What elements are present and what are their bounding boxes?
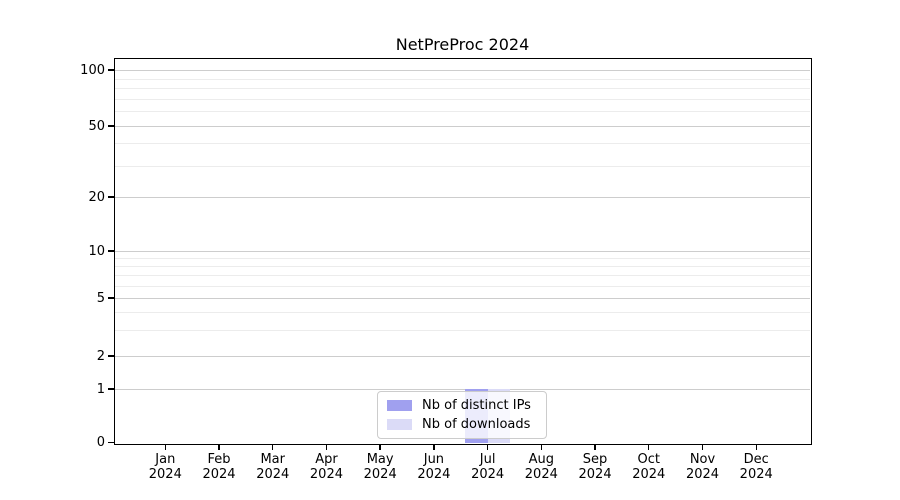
y-tick-label: 100 (80, 62, 105, 78)
y-axis-tick (108, 196, 114, 198)
x-tick-label: Jan 2024 (148, 452, 182, 482)
x-tick-label: Apr 2024 (309, 452, 343, 482)
x-axis-tick (379, 444, 381, 450)
y-axis-tick (108, 355, 114, 357)
x-axis-tick (325, 444, 328, 450)
y-tick-label: 1 (96, 381, 105, 397)
y-axis-tick (108, 250, 114, 252)
y-gridline-major (115, 356, 810, 357)
y-tick-label: 2 (96, 348, 105, 364)
x-tick-label: Aug 2024 (524, 452, 558, 482)
y-gridline-major (115, 126, 810, 127)
legend: Nb of distinct IPs Nb of downloads (377, 391, 547, 439)
y-gridline-minor (115, 266, 810, 268)
x-axis-tick (272, 444, 274, 450)
x-axis-tick (594, 444, 596, 450)
legend-swatch-icon (387, 419, 412, 430)
x-tick-label: Dec 2024 (739, 452, 773, 482)
legend-row: Nb of downloads (387, 417, 537, 432)
y-tick-label: 20 (88, 189, 105, 205)
y-tick-label: 50 (88, 118, 105, 134)
y-gridline-minor (115, 285, 810, 287)
y-gridline-major (115, 251, 810, 252)
x-axis-tick (755, 444, 757, 450)
y-gridline-minor (115, 78, 810, 80)
y-tick-label: 0 (96, 435, 105, 450)
y-axis-tick (108, 388, 114, 390)
y-axis-tick (108, 125, 114, 127)
y-gridline-minor (115, 330, 810, 332)
y-gridline-minor (115, 111, 810, 113)
plot-area: Nb of distinct IPs Nb of downloads 0 1 2 5 10… (80, 57, 812, 482)
x-tick-label: Nov 2024 (685, 452, 720, 482)
x-tick-label: Jul 2024 (471, 452, 505, 482)
y-axis-tick (108, 69, 114, 71)
x-tick-label: Jun 2024 (417, 452, 451, 482)
y-axis-tick (108, 297, 114, 299)
y-gridline-minor (115, 88, 810, 90)
x-axis-tick (218, 444, 220, 450)
x-tick-label: Oct 2024 (632, 452, 666, 482)
y-gridline-minor (115, 275, 810, 277)
x-tick-label: Mar 2024 (256, 452, 290, 482)
y-tick-label: 5 (96, 290, 105, 306)
y-gridline-major (115, 70, 810, 71)
y-gridline-major (115, 197, 810, 198)
x-axis-tick (701, 444, 704, 450)
y-gridline-major (115, 389, 810, 390)
y-tick-label: 10 (88, 243, 105, 259)
y-gridline-minor (115, 165, 810, 167)
y-axis-tick (108, 441, 114, 444)
legend-swatch-icon (387, 400, 412, 411)
legend-label: Nb of downloads (422, 417, 531, 432)
legend-label: Nb of distinct IPs (422, 398, 531, 413)
x-axis-tick (433, 444, 435, 450)
y-gridline-minor (115, 312, 810, 314)
x-axis-tick (164, 444, 166, 450)
x-axis-tick (486, 444, 489, 450)
x-axis-tick (540, 444, 543, 450)
chart-title: NetPreProc 2024 (395, 35, 530, 54)
x-axis-tick (648, 444, 650, 450)
y-gridline-minor (115, 143, 810, 145)
y-gridline-minor (115, 98, 810, 100)
x-tick-label: May 2024 (363, 452, 397, 482)
x-tick-label: Feb 2024 (202, 452, 236, 482)
legend-row: Nb of distinct IPs (387, 398, 537, 413)
y-gridline-minor (115, 258, 810, 260)
x-tick-label: Sep 2024 (578, 452, 612, 482)
y-gridline-major (115, 298, 810, 299)
